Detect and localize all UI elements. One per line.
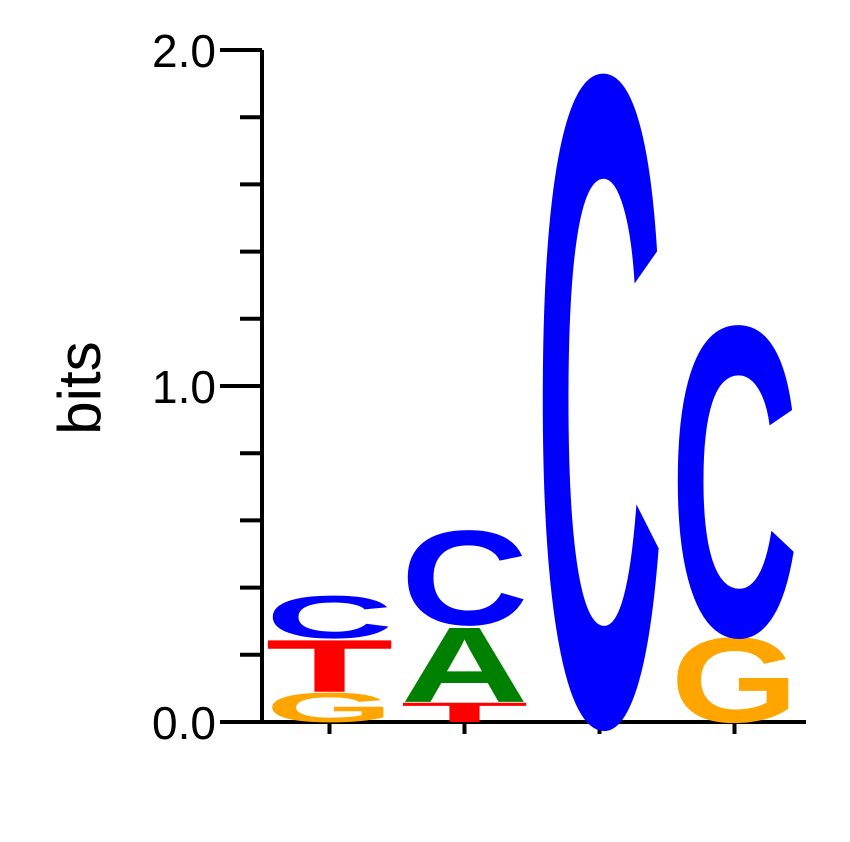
y-tick-label: 0.0 — [152, 697, 216, 749]
logo-letter-a: A — [401, 605, 529, 725]
logo-letter-t: T — [266, 625, 394, 708]
logo-letter-t: T — [401, 697, 529, 728]
logo-letter-g: G — [266, 684, 394, 731]
y-axis — [220, 48, 806, 734]
logo-letter-c: C — [266, 584, 394, 652]
y-tick-labels: 0.0 1.0 2.0 — [152, 25, 216, 749]
y-tick-label: 2.0 — [152, 25, 216, 77]
logo-letter-c: C — [536, 0, 664, 842]
y-tick-label: 1.0 — [152, 361, 216, 413]
logo-letter-g: G — [671, 612, 799, 748]
logo-letter-c: C — [401, 503, 529, 654]
y-axis-label: bits — [46, 341, 113, 434]
logo-letter-c: C — [671, 233, 799, 729]
